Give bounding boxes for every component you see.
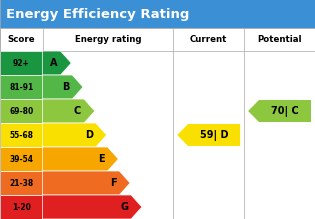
Text: A: A — [50, 58, 57, 68]
Bar — [0, 28, 315, 51]
Bar — [0, 171, 43, 195]
Polygon shape — [177, 124, 240, 146]
Polygon shape — [43, 75, 83, 99]
Text: Current: Current — [190, 35, 227, 44]
Bar — [0, 0, 315, 28]
Polygon shape — [43, 171, 130, 195]
Text: 69-80: 69-80 — [9, 106, 33, 115]
Text: 21-38: 21-38 — [9, 178, 33, 187]
Bar — [0, 99, 43, 123]
Text: 81-91: 81-91 — [9, 83, 33, 92]
Text: 1-20: 1-20 — [12, 203, 31, 212]
Text: 59| D: 59| D — [200, 129, 228, 141]
Text: F: F — [110, 178, 116, 188]
Polygon shape — [43, 99, 95, 123]
Text: 92+: 92+ — [13, 58, 30, 67]
Polygon shape — [43, 147, 118, 171]
Text: Energy Efficiency Rating: Energy Efficiency Rating — [6, 7, 189, 21]
Bar — [0, 195, 43, 219]
Polygon shape — [43, 51, 71, 75]
Text: B: B — [62, 82, 69, 92]
Text: E: E — [98, 154, 105, 164]
Bar — [0, 123, 43, 147]
Bar — [0, 147, 43, 171]
Text: D: D — [85, 130, 93, 140]
Bar — [0, 51, 43, 75]
Text: Energy rating: Energy rating — [75, 35, 141, 44]
Text: C: C — [74, 106, 81, 116]
Text: G: G — [120, 202, 128, 212]
Text: 39-54: 39-54 — [9, 155, 33, 164]
Bar — [0, 75, 43, 99]
Text: 70| C: 70| C — [271, 106, 299, 117]
Text: Score: Score — [8, 35, 35, 44]
Polygon shape — [248, 100, 311, 122]
Polygon shape — [43, 123, 106, 147]
Text: 55-68: 55-68 — [9, 131, 33, 140]
Text: Potential: Potential — [257, 35, 302, 44]
Polygon shape — [43, 195, 142, 219]
